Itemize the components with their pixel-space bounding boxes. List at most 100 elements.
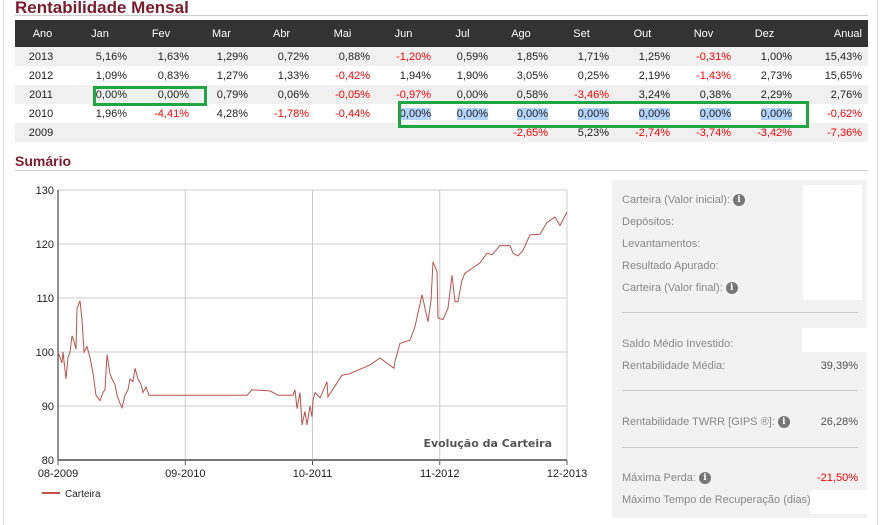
info-icon[interactable]: i [777,416,790,429]
cell-value: 5,23% [577,126,609,139]
return-cell: 0,72% [251,47,312,66]
column-header-ago: Ago [491,20,551,47]
column-header-mai: Mai [312,20,373,47]
label-rent-media: Rentabilidade Média: [622,360,726,372]
cell-value: -0,42% [335,69,370,82]
return-cell: -0,42% [312,66,373,85]
return-cell: 1,09% [70,66,130,85]
year-cell: 2010 [15,104,70,123]
cell-value: 1,71% [577,50,609,63]
cell-value: -2,65% [513,126,548,139]
return-cell: 0,00% [612,104,673,123]
cell-value: 0,06% [277,88,309,101]
year-cell: 2011 [15,85,70,104]
return-cell: 3,24% [612,85,673,104]
y-tick-label: 130 [36,185,54,197]
cell-value: 1,96% [95,107,127,120]
cell-value: 0,25% [577,69,609,82]
cell-value: -1,78% [274,107,309,120]
cell-value: 0,00% [699,107,731,120]
info-icon[interactable]: i [725,282,738,295]
cell-value: 4,28% [216,107,248,120]
cell-value: 2,73% [760,69,792,82]
cell-value: 5,16% [95,50,127,63]
table-header: Ano Jan Fev Mar Abr Mai Jun Jul Ago Set Out Nov Dez A… [15,20,868,47]
return-cell: -0,31% [673,47,734,66]
cell-value: 2,29% [760,88,792,101]
year-cell: 2012 [15,66,70,85]
cell-value: 2,76% [830,88,862,101]
frame-border-left [3,0,4,525]
cell-value: 15,65% [824,69,862,82]
cell-value: 0,00% [157,88,189,101]
cell-value: 0,00% [760,107,792,120]
cell-value: 0,00% [456,88,488,101]
return-cell: -3,46% [551,85,612,104]
table-row: 2013 5,16% 1,63% 1,29% 0,72% 0,88% -1,20% 0,59%… [15,47,868,66]
cell-value: -7,36% [827,126,862,139]
cell-value: -0,31% [696,50,731,63]
cell-value: -4,41% [154,107,189,120]
column-header-mar: Mar [192,20,251,47]
return-cell: 1,96% [70,104,130,123]
return-cell: 15,65% [795,66,868,85]
return-cell: 1,25% [612,47,673,66]
cell-value: 2012 [28,69,54,82]
return-cell: 0,38% [673,85,734,104]
return-cell: 5,16% [70,47,130,66]
cell-value: -2,74% [635,126,670,139]
cell-value: -3,42% [757,126,792,139]
return-cell: 4,28% [192,104,251,123]
cell-value: 1,85% [516,50,548,63]
label-carteira-final: Carteira (Valor final): i [622,282,738,295]
return-cell: 0,00% [70,85,130,104]
summary-divider [15,170,868,171]
label-max-tempo: Máximo Tempo de Recuperação (dias): [622,494,814,506]
value-twrr: 26,28% [820,416,858,428]
return-cell: 1,27% [192,66,251,85]
cell-value: 0,00% [456,107,488,120]
label-depositos: Depósitos: [622,216,674,228]
return-cell [70,123,130,142]
cell-value: 0,00% [516,107,548,120]
cell-value: 0,00% [577,107,609,120]
column-header-nov: Nov [673,20,734,47]
cell-value: -0,62% [827,107,862,120]
cell-value: 1,00% [760,50,792,63]
return-cell: 2,19% [612,66,673,85]
cell-value: 1,33% [277,69,309,82]
portfolio-chart: 80 90 100 110 120 130 08-2009 09-2010 10-2011 11-… [5,175,593,520]
return-cell: 1,71% [551,47,612,66]
column-header-set: Set [551,20,612,47]
table-row: 2012 1,09% 0,83% 1,27% 1,33% -0,42% 1,94% 1,90%… [15,66,868,85]
cell-value: -0,97% [396,88,431,101]
value-rent-media: 39,39% [820,360,858,372]
column-header-abr: Abr [251,20,312,47]
info-icon[interactable]: i [698,472,711,485]
info-icon[interactable]: i [733,194,745,207]
cell-value: 0,88% [338,50,370,63]
cell-value: -1,20% [396,50,431,63]
return-cell: 0,00% [673,104,734,123]
return-cell: 1,94% [373,66,434,85]
return-cell: 0,00% [434,104,491,123]
column-header-jul: Jul [434,20,491,47]
section-title-sumario: Sumário [15,153,72,169]
cell-value: 0,00% [399,107,431,120]
return-cell: 0,58% [491,85,551,104]
highlight-box-2011-jan-fev [93,86,207,106]
return-cell [312,123,373,142]
cell-value: -0,05% [335,88,370,101]
cell-value: 1,29% [216,50,248,63]
cell-value: 2009 [28,126,54,139]
column-header-fev: Fev [130,20,192,47]
cell-value: -3,74% [696,126,731,139]
highlight-box-2010-jun-dez [398,101,809,128]
return-cell: 0,83% [130,66,192,85]
x-tick-label: 10-2011 [293,468,333,480]
cell-value: 1,63% [157,50,189,63]
title-divider [15,15,868,16]
series-line-carteira [57,211,568,426]
cell-value: -1,43% [696,69,731,82]
return-cell: 0,00% [130,85,192,104]
